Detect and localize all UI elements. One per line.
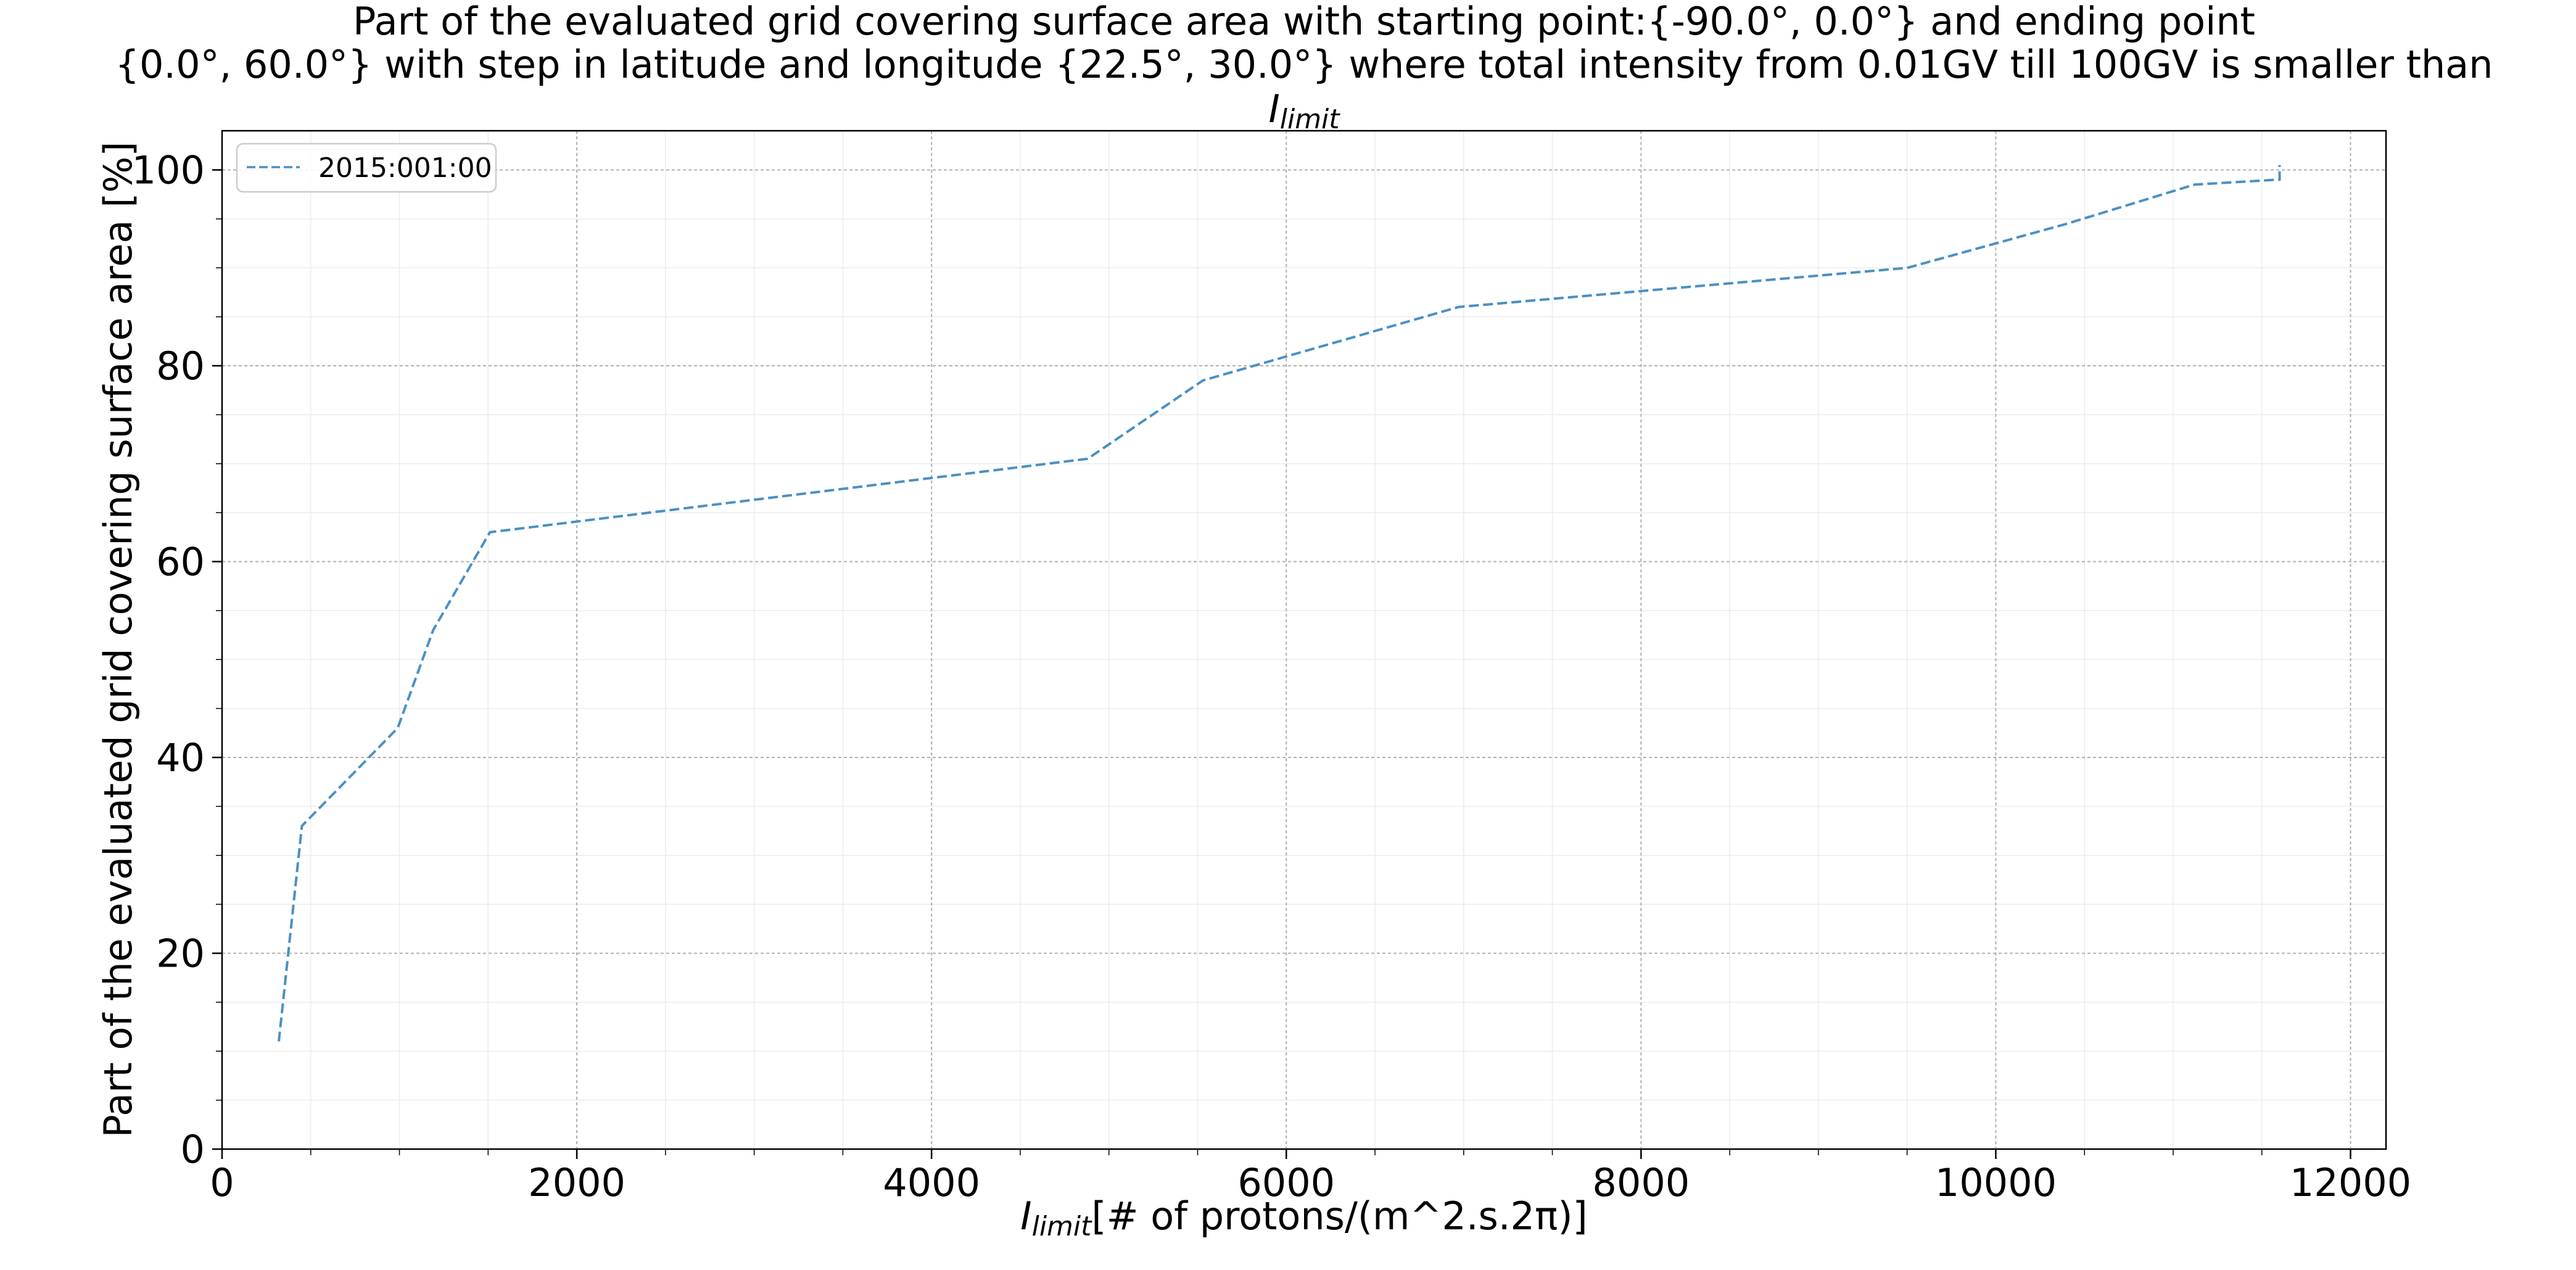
y-axis-label: Part of the evaluated grid covering surf… bbox=[96, 141, 141, 1137]
x-axis-label: Ilimit[# of protons/(m^2.s.2π)] bbox=[1020, 1194, 1587, 1242]
plot-frame bbox=[221, 130, 2387, 1150]
x-axis-label-subscript: limit bbox=[1032, 1211, 1093, 1242]
legend-label: 2015:001:00 bbox=[318, 152, 492, 184]
x-tick-label: 0 bbox=[210, 1160, 234, 1205]
grid-layer bbox=[221, 131, 2386, 1150]
y-tick-label: 60 bbox=[156, 540, 205, 585]
series-line bbox=[278, 165, 2281, 1042]
series-layer bbox=[278, 165, 2281, 1042]
x-tick-label: 4000 bbox=[883, 1160, 980, 1205]
chart-title-symbol-main: I bbox=[1268, 86, 1279, 131]
y-tick-label: 20 bbox=[156, 931, 205, 976]
chart-title-symbol-subscript: limit bbox=[1280, 104, 1341, 135]
legend: 2015:001:00 bbox=[236, 142, 497, 193]
x-axis-label-symbol: I bbox=[1020, 1194, 1031, 1239]
y-tick-label: 40 bbox=[156, 735, 205, 780]
y-tick-label: 80 bbox=[156, 344, 205, 389]
x-tick-label: 10000 bbox=[1935, 1160, 2057, 1205]
chart-title-symbol: Ilimit bbox=[1268, 86, 1340, 135]
x-tick-label: 12000 bbox=[2290, 1160, 2411, 1205]
ticks-layer: 0 2000 4000 6000 8000 10000 12000 0 20 40 60 80 100 bbox=[132, 148, 2411, 1206]
x-tick-label: 2000 bbox=[528, 1160, 625, 1205]
y-tick-label: 100 bbox=[132, 148, 205, 193]
legend-box bbox=[236, 142, 497, 193]
chart-title-line-2: {0.0°, 60.0°} with step in latitude and … bbox=[115, 42, 2493, 87]
x-axis-label-text: [# of protons/(m^2.s.2π)] bbox=[1091, 1194, 1587, 1239]
y-tick-label: 0 bbox=[181, 1127, 205, 1172]
x-tick-label: 8000 bbox=[1592, 1160, 1690, 1205]
x-tick-label: 6000 bbox=[1237, 1160, 1335, 1205]
chart-title-line-1: Part of the evaluated grid covering surf… bbox=[353, 0, 2255, 44]
